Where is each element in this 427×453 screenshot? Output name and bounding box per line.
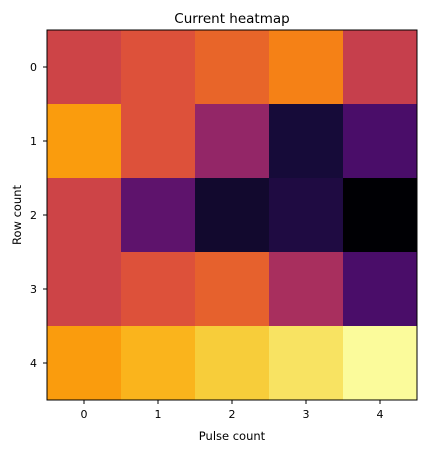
- y-tick-label-1: 1: [30, 135, 37, 148]
- heatmap-cell-r4-c0: [47, 326, 122, 401]
- heatmap-cell-r4-c4: [343, 326, 418, 401]
- y-tick-label-3: 3: [30, 283, 37, 296]
- y-axis-ticks: 0 1 2 3 4: [30, 61, 47, 370]
- y-tick-label-4: 4: [30, 357, 37, 370]
- heatmap-cell-r0-c3: [269, 30, 344, 105]
- heatmap-cell-r0-c4: [343, 30, 418, 105]
- heatmap-cell-r0-c0: [47, 30, 122, 105]
- heatmap-cell-r3-c3: [269, 252, 344, 327]
- heatmap-cell-r1-c0: [47, 104, 122, 179]
- chart-title: Current heatmap: [174, 11, 289, 27]
- x-tick-label-1: 1: [155, 408, 162, 421]
- heatmap-cell-r2-c3: [269, 178, 344, 253]
- heatmap-cell-r0-c2: [195, 30, 270, 105]
- heatmap-cell-r4-c1: [121, 326, 196, 401]
- x-tick-label-2: 2: [229, 408, 236, 421]
- x-axis-ticks: 0 1 2 3 4: [81, 400, 384, 421]
- x-tick-label-4: 4: [377, 408, 384, 421]
- heatmap-cell-r4-c3: [269, 326, 344, 401]
- x-tick-label-3: 3: [303, 408, 310, 421]
- heatmap-cell-r0-c1: [121, 30, 196, 105]
- heatmap-cell-r1-c2: [195, 104, 270, 179]
- heatmap-cells: [47, 30, 418, 401]
- x-tick-label-0: 0: [81, 408, 88, 421]
- x-axis-label: Pulse count: [199, 429, 266, 443]
- heatmap-cell-r2-c2: [195, 178, 270, 253]
- heatmap-cell-r2-c1: [121, 178, 196, 253]
- heatmap-cell-r1-c1: [121, 104, 196, 179]
- y-axis-label: Row count: [10, 185, 24, 246]
- heatmap-cell-r3-c1: [121, 252, 196, 327]
- heatmap-cell-r1-c4: [343, 104, 418, 179]
- heatmap-cell-r2-c4: [343, 178, 418, 253]
- heatmap-cell-r2-c0: [47, 178, 122, 253]
- heatmap-cell-r3-c4: [343, 252, 418, 327]
- y-tick-label-2: 2: [30, 209, 37, 222]
- heatmap-cell-r4-c2: [195, 326, 270, 401]
- y-tick-label-0: 0: [30, 61, 37, 74]
- heatmap-cell-r1-c3: [269, 104, 344, 179]
- heatmap-cell-r3-c0: [47, 252, 122, 327]
- heatmap-cell-r3-c2: [195, 252, 270, 327]
